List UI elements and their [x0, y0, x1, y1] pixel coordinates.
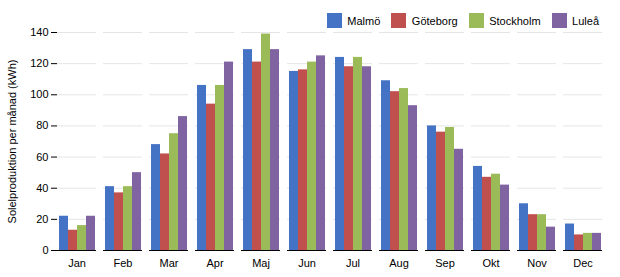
- svg-text:Jul: Jul: [346, 257, 360, 269]
- svg-text:Dec: Dec: [573, 257, 593, 269]
- svg-text:Jan: Jan: [68, 257, 86, 269]
- svg-text:60: 60: [36, 151, 48, 163]
- svg-text:Aug: Aug: [389, 257, 409, 269]
- svg-text:Solelproduktion per månad (kWh: Solelproduktion per månad (kWh): [6, 60, 18, 224]
- svg-text:20: 20: [36, 213, 48, 225]
- svg-text:80: 80: [36, 119, 48, 131]
- svg-text:Okt: Okt: [482, 257, 499, 269]
- html-text:Malmö: Malmö: [347, 14, 381, 27]
- svg-text:Nov: Nov: [527, 257, 547, 269]
- svg-text:Feb: Feb: [114, 257, 133, 269]
- svg-text:40: 40: [36, 182, 48, 194]
- html-text:Göteborg: Göteborg: [411, 14, 458, 27]
- svg-text:Maj: Maj: [252, 257, 270, 269]
- svg-text:Apr: Apr: [206, 257, 223, 269]
- svg-text:Mar: Mar: [160, 257, 179, 269]
- svg-text:Sep: Sep: [435, 257, 455, 269]
- html-text:Luleå: Luleå: [572, 14, 599, 27]
- html-text:Stockholm: Stockholm: [489, 14, 541, 27]
- svg-text:140: 140: [30, 26, 48, 38]
- svg-text:100: 100: [30, 88, 48, 100]
- svg-text:120: 120: [30, 57, 48, 69]
- svg-text:Jun: Jun: [298, 257, 316, 269]
- svg-text:0: 0: [42, 244, 48, 256]
